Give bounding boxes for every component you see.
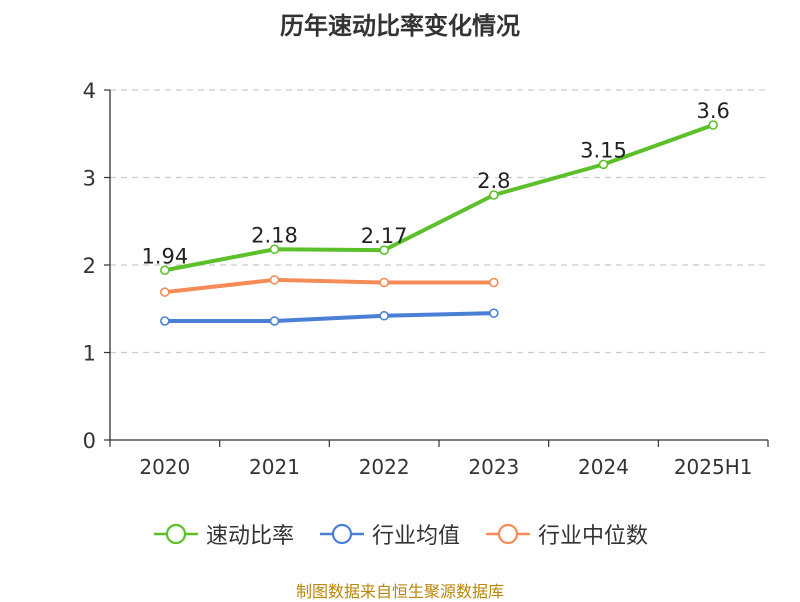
x-tick-label: 2025H1 bbox=[674, 455, 753, 479]
data-point bbox=[708, 120, 718, 130]
data-point bbox=[160, 265, 170, 276]
data-label: 2.18 bbox=[251, 223, 298, 247]
data-point bbox=[160, 287, 170, 297]
y-tick-label: 4 bbox=[83, 79, 96, 103]
data-point bbox=[598, 159, 609, 170]
legend-item-2[interactable]: 行业均值 bbox=[318, 518, 460, 550]
data-point bbox=[489, 190, 499, 200]
data-label: 3.15 bbox=[580, 138, 627, 162]
legend-item-1[interactable]: 速动比率 bbox=[152, 518, 294, 550]
data-label: 3.6 bbox=[696, 99, 729, 123]
y-tick-label: 1 bbox=[83, 342, 96, 366]
data-point bbox=[269, 316, 280, 326]
chart-title: 历年速动比率变化情况 bbox=[280, 12, 520, 40]
data-point bbox=[269, 275, 280, 285]
x-tick-label: 2024 bbox=[578, 455, 629, 479]
data-point bbox=[379, 245, 389, 255]
legend-marker-icon bbox=[153, 523, 198, 545]
data-label: 2.17 bbox=[361, 224, 408, 248]
series-line-3 bbox=[162, 277, 496, 295]
source-note: 制图数据来自恒生聚源数据库 bbox=[295, 582, 504, 601]
data-point bbox=[489, 308, 499, 318]
x-tick-label: 2022 bbox=[359, 455, 410, 479]
legend-label: 速动比率 bbox=[205, 524, 294, 549]
data-label: 2.8 bbox=[477, 169, 510, 193]
legend-marker-icon bbox=[486, 523, 530, 545]
data-point bbox=[269, 244, 280, 255]
series-line-1 bbox=[162, 123, 716, 273]
legend-marker-icon bbox=[319, 523, 364, 545]
legend: 速动比率 行业均值 行业中位数 bbox=[0, 518, 800, 550]
y-tick-label: 2 bbox=[83, 254, 96, 278]
data-point bbox=[379, 310, 389, 321]
y-tick-label: 0 bbox=[83, 429, 96, 453]
series-line-2 bbox=[162, 311, 496, 323]
x-tick-label: 2020 bbox=[139, 455, 190, 479]
legend-label: 行业中位数 bbox=[538, 524, 649, 549]
y-tick-label: 3 bbox=[83, 167, 96, 191]
legend-label: 行业均值 bbox=[371, 524, 460, 549]
data-point bbox=[160, 316, 170, 326]
x-tick-label: 2021 bbox=[249, 455, 300, 479]
legend-item-3[interactable]: 行业中位数 bbox=[484, 518, 648, 550]
data-point bbox=[489, 277, 499, 288]
data-label: 1.94 bbox=[141, 244, 188, 268]
x-tick-label: 2023 bbox=[468, 455, 519, 479]
data-point bbox=[379, 277, 389, 288]
